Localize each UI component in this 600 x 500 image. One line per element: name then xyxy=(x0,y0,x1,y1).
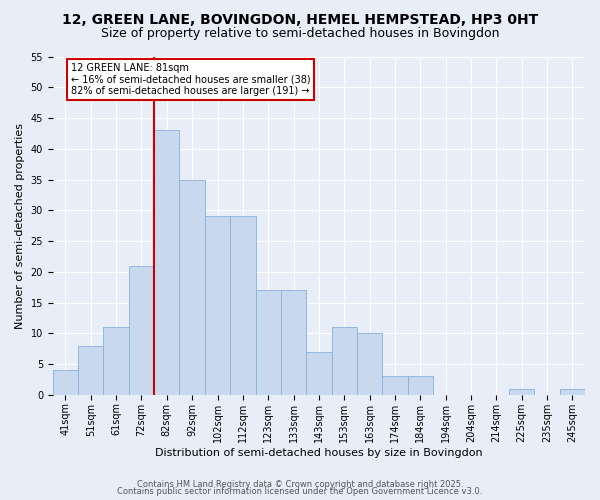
Bar xyxy=(103,327,129,395)
Bar xyxy=(205,216,230,395)
Bar xyxy=(382,376,407,395)
Bar xyxy=(306,352,332,395)
Bar xyxy=(357,334,382,395)
Bar xyxy=(560,388,585,395)
Bar xyxy=(509,388,535,395)
Text: 12 GREEN LANE: 81sqm
← 16% of semi-detached houses are smaller (38)
82% of semi-: 12 GREEN LANE: 81sqm ← 16% of semi-detac… xyxy=(71,62,310,96)
Bar xyxy=(154,130,179,395)
Bar xyxy=(78,346,103,395)
Bar xyxy=(332,327,357,395)
Text: Size of property relative to semi-detached houses in Bovingdon: Size of property relative to semi-detach… xyxy=(101,28,499,40)
Bar xyxy=(407,376,433,395)
X-axis label: Distribution of semi-detached houses by size in Bovingdon: Distribution of semi-detached houses by … xyxy=(155,448,483,458)
Bar xyxy=(53,370,78,395)
Text: 12, GREEN LANE, BOVINGDON, HEMEL HEMPSTEAD, HP3 0HT: 12, GREEN LANE, BOVINGDON, HEMEL HEMPSTE… xyxy=(62,12,538,26)
Text: Contains public sector information licensed under the Open Government Licence v3: Contains public sector information licen… xyxy=(118,487,482,496)
Bar xyxy=(129,266,154,395)
Y-axis label: Number of semi-detached properties: Number of semi-detached properties xyxy=(15,122,25,328)
Bar xyxy=(281,290,306,395)
Text: Contains HM Land Registry data © Crown copyright and database right 2025.: Contains HM Land Registry data © Crown c… xyxy=(137,480,463,489)
Bar xyxy=(256,290,281,395)
Bar xyxy=(179,180,205,395)
Bar xyxy=(230,216,256,395)
